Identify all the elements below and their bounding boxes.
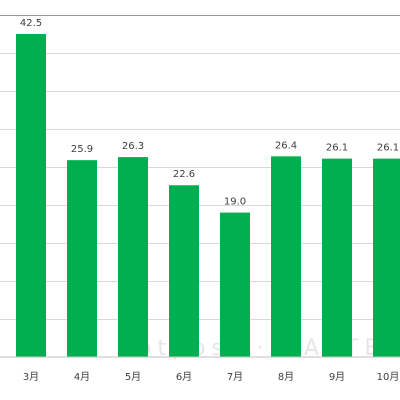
bar-value-label: 42.5 (20, 18, 42, 29)
bars (16, 34, 400, 357)
x-tick-label: 10月 (377, 371, 400, 383)
bar (169, 185, 199, 357)
x-tick-label: 6月 (176, 371, 192, 383)
x-tick-label: 7月 (227, 371, 243, 383)
bar (322, 158, 352, 357)
bar-value-label: 26.1 (326, 143, 348, 154)
bar-value-label: 19.0 (224, 197, 246, 208)
bar-value-label: 25.9 (71, 144, 93, 155)
bar-value-label: 22.6 (173, 169, 195, 180)
x-tick-label: 4月 (74, 371, 90, 383)
bar-value-label: 26.3 (122, 141, 144, 152)
x-tick-label: 5月 (125, 371, 141, 383)
gridlines (0, 15, 400, 320)
bar-value-label: 26.1 (377, 143, 399, 154)
bar (67, 160, 97, 357)
data-labels: 42.5 25.9 26.3 22.6 19.0 26.4 26.1 26.1 (20, 18, 399, 208)
bar (16, 34, 46, 357)
bar (373, 158, 400, 357)
bar-value-label: 26.4 (275, 140, 297, 151)
bar (271, 156, 301, 357)
x-tick-label: 8月 (278, 371, 294, 383)
bar (220, 212, 250, 357)
bar (118, 157, 148, 357)
x-tick-labels: 3月 4月 5月 6月 7月 8月 9月 10月 (23, 371, 400, 383)
x-tick-label: 9月 (329, 371, 345, 383)
x-tick-label: 3月 (23, 371, 39, 383)
